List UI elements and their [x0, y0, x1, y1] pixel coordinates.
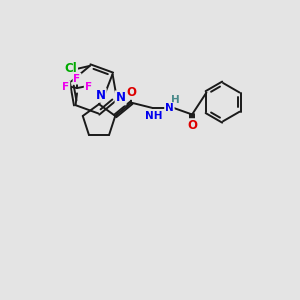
Text: H: H [171, 95, 180, 105]
Text: Cl: Cl [64, 62, 77, 75]
Text: NH: NH [146, 111, 163, 121]
Text: N: N [165, 103, 174, 113]
Text: N: N [96, 89, 106, 102]
Text: F: F [74, 74, 81, 84]
Text: F: F [62, 82, 69, 92]
Text: F: F [85, 82, 92, 92]
Text: O: O [126, 86, 136, 99]
Text: O: O [187, 119, 197, 132]
Text: N: N [116, 92, 126, 104]
